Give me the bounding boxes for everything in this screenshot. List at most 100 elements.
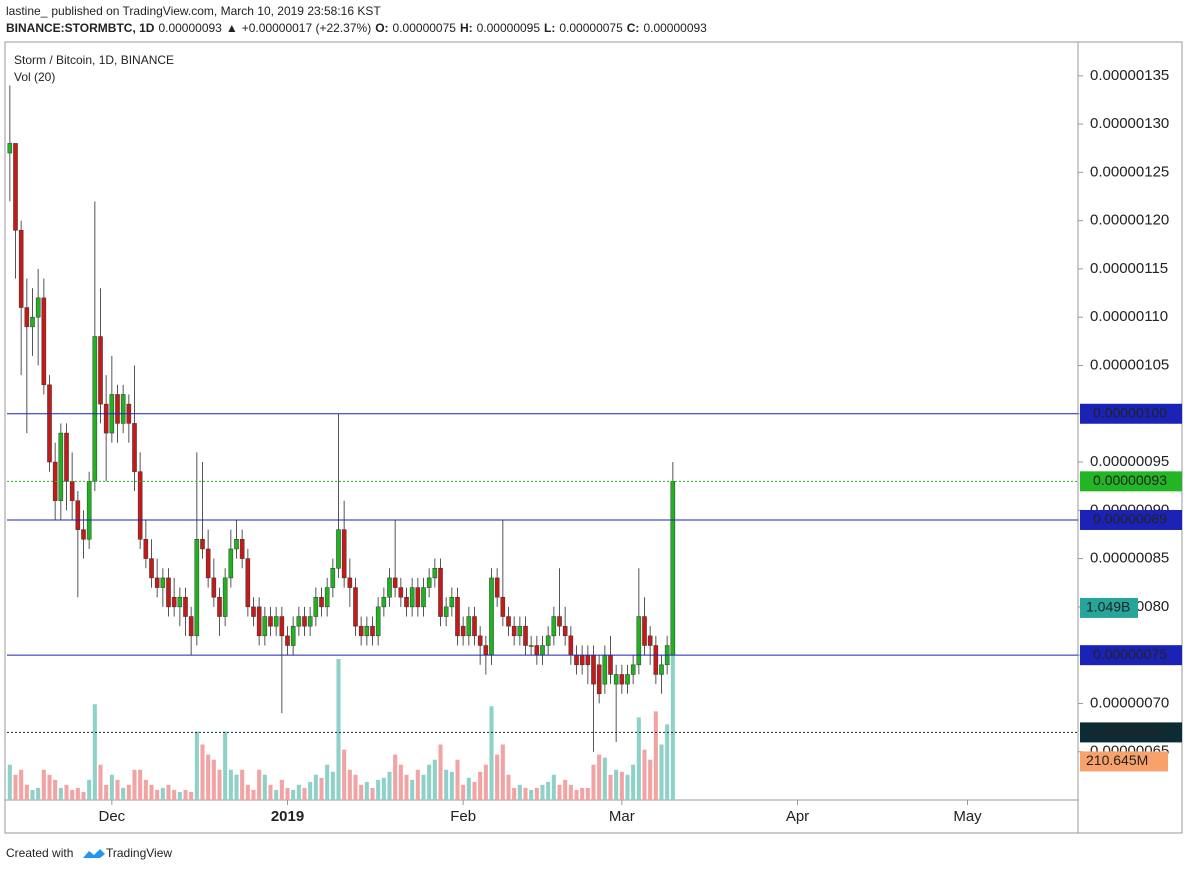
volume-bar — [268, 784, 273, 800]
volume-bar — [58, 787, 63, 800]
candle-body — [659, 664, 664, 675]
candle-body — [285, 635, 290, 646]
volume-bar — [257, 769, 262, 800]
volume-bar — [393, 754, 398, 800]
volume-bar — [478, 771, 483, 800]
candle-body — [98, 336, 103, 405]
volume-bar — [512, 787, 517, 800]
candle-body — [625, 674, 630, 685]
volume-bar — [143, 779, 148, 800]
volume-bar — [495, 754, 500, 800]
level-label: 0.00000089 — [1093, 511, 1167, 527]
volume-bar — [387, 771, 392, 800]
volume-bar — [636, 717, 641, 800]
volume-bar — [483, 764, 488, 800]
volume-bar — [155, 789, 160, 800]
x-tick-label: 2019 — [271, 808, 304, 825]
candle-body — [341, 529, 347, 579]
candle-body — [200, 539, 205, 550]
candle-body — [217, 596, 222, 617]
volume-bar — [359, 784, 364, 800]
volume-bar — [30, 789, 35, 800]
candle-body — [279, 616, 285, 637]
candle-body — [364, 625, 370, 637]
candle-body — [296, 616, 302, 627]
volume-label-bg — [1080, 751, 1168, 772]
volume-bar — [523, 787, 528, 800]
volume-bar — [172, 789, 177, 800]
volume-label: 1.049B — [1086, 599, 1130, 615]
candle-body — [596, 664, 602, 695]
y-tick-label: 0.00000120 — [1090, 212, 1169, 229]
volume-bar — [347, 769, 352, 800]
candle-body — [132, 423, 137, 472]
candle-body — [489, 577, 494, 656]
candle-body — [540, 645, 545, 656]
candle-body — [58, 432, 64, 501]
candle-body — [562, 625, 568, 637]
volume-bar — [648, 759, 653, 800]
candle-body — [647, 635, 653, 646]
candle-body — [619, 674, 625, 685]
candle-body — [120, 394, 126, 424]
volume-bar — [415, 769, 420, 800]
volume-bar — [591, 764, 596, 800]
volume-bar — [580, 787, 585, 800]
volume-bar — [517, 784, 522, 800]
candle-body — [307, 616, 313, 627]
volume-bar — [631, 764, 636, 800]
candle-body — [64, 432, 69, 482]
candle-body — [24, 307, 30, 328]
candle-body — [506, 616, 511, 627]
candle-body — [568, 635, 574, 656]
volume-bar — [489, 706, 494, 800]
candle-body — [183, 596, 188, 617]
volume-bar — [13, 774, 18, 800]
volume-bar — [461, 784, 466, 800]
volume-bar — [47, 774, 52, 800]
volume-bar — [251, 789, 256, 800]
candle-body — [171, 596, 177, 608]
candle-body — [13, 143, 18, 231]
candle-body — [177, 596, 183, 608]
volume-bar — [506, 774, 511, 800]
volume-bar — [313, 774, 318, 800]
volume-bar — [166, 784, 171, 800]
volume-bar — [551, 774, 556, 800]
volume-bar — [438, 744, 443, 800]
volume-bar — [279, 779, 284, 800]
candle-body — [18, 230, 24, 308]
candle-body — [574, 654, 579, 666]
candle-body — [30, 316, 35, 328]
volume-bar — [568, 784, 573, 800]
candle-body — [602, 654, 608, 685]
volume-bar — [245, 784, 250, 800]
header-l: 0.00000075 — [559, 21, 623, 35]
volume-bar — [421, 774, 426, 800]
y-tick-label: 0.00000115 — [1090, 260, 1168, 277]
candle-body — [160, 577, 166, 588]
volume-bar — [53, 779, 58, 800]
header-symbol: BINANCE:STORMBTC, 1D — [6, 21, 155, 35]
candle-body — [234, 539, 239, 550]
candle-body — [251, 606, 256, 617]
header-change: +0.00000017 (+22.37%) — [242, 21, 371, 35]
candle-body — [404, 596, 409, 608]
volume-bar — [619, 771, 624, 800]
candle-body — [194, 539, 200, 637]
candle-body — [523, 625, 528, 646]
candle-body — [392, 577, 398, 588]
candle-body — [415, 587, 421, 608]
candle-body — [35, 297, 41, 318]
level-label: 0.00000093 — [1093, 472, 1167, 488]
volume-bar — [200, 744, 205, 800]
footer-created: Created with — [6, 846, 73, 860]
volume-bar — [98, 764, 103, 800]
header-h: 0.00000095 — [477, 21, 541, 35]
header-h-label: H: — [460, 21, 473, 35]
candle-body — [143, 539, 149, 559]
candle-body — [557, 616, 562, 627]
volume-bar — [291, 789, 296, 800]
volume-bar — [296, 784, 301, 800]
y-tick-label: 0.00000125 — [1090, 163, 1169, 180]
